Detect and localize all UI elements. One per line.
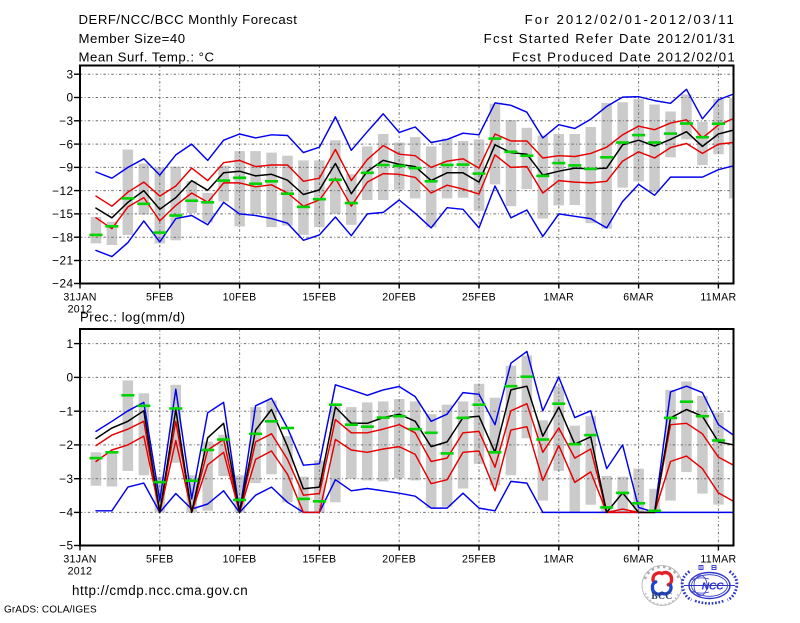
- svg-text:1MAR: 1MAR: [543, 292, 574, 304]
- svg-text:For 2012/02/01-2012/03/11: For 2012/02/01-2012/03/11: [525, 12, 736, 27]
- svg-text:25FEB: 25FEB: [462, 554, 496, 566]
- svg-text:Fcst Started Refer Date 2012/0: Fcst Started Refer Date 2012/01/31: [484, 31, 736, 46]
- svg-text:3: 3: [66, 67, 73, 81]
- svg-text:2012: 2012: [68, 304, 93, 316]
- svg-text:−3: −3: [59, 472, 73, 486]
- svg-text:20FEB: 20FEB: [382, 292, 416, 304]
- svg-text:25FEB: 25FEB: [462, 292, 496, 304]
- svg-text:5FEB: 5FEB: [146, 292, 174, 304]
- svg-text:31JAN: 31JAN: [63, 554, 96, 566]
- svg-text:GrADS: COLA/IGES: GrADS: COLA/IGES: [4, 605, 97, 616]
- svg-text:31JAN: 31JAN: [63, 292, 96, 304]
- svg-text:−18: −18: [52, 230, 73, 244]
- svg-text:Member Size=40: Member Size=40: [79, 31, 186, 46]
- svg-text:Fcst Produced Date 2012/02/01: Fcst Produced Date 2012/02/01: [512, 50, 736, 65]
- svg-text:Prec.: log(mm/d): Prec.: log(mm/d): [80, 310, 185, 325]
- svg-text:−21: −21: [52, 254, 73, 268]
- svg-text:6MAR: 6MAR: [623, 292, 654, 304]
- svg-text:15FEB: 15FEB: [302, 292, 336, 304]
- svg-text:15FEB: 15FEB: [302, 554, 336, 566]
- svg-text:2012: 2012: [68, 566, 93, 578]
- svg-text:−9: −9: [59, 161, 73, 175]
- svg-text:−5: −5: [59, 539, 73, 553]
- svg-text:10FEB: 10FEB: [223, 292, 257, 304]
- svg-text:1MAR: 1MAR: [543, 554, 574, 566]
- svg-text:5FEB: 5FEB: [146, 554, 174, 566]
- svg-text:20FEB: 20FEB: [382, 554, 416, 566]
- svg-text:DERF/NCC/BCC Monthly Forecast: DERF/NCC/BCC Monthly Forecast: [79, 12, 298, 27]
- svg-text:−3: −3: [59, 114, 73, 128]
- svg-text:−15: −15: [52, 207, 73, 221]
- svg-text:−12: −12: [52, 184, 73, 198]
- svg-text:0: 0: [66, 371, 73, 385]
- svg-text:NCC: NCC: [702, 581, 725, 593]
- svg-text:−4: −4: [59, 506, 73, 520]
- svg-text:11MAR: 11MAR: [700, 292, 736, 304]
- svg-text:−6: −6: [59, 137, 73, 151]
- svg-text:6MAR: 6MAR: [623, 554, 654, 566]
- svg-text:−2: −2: [59, 438, 73, 452]
- svg-text:11MAR: 11MAR: [700, 554, 736, 566]
- svg-text:1: 1: [66, 337, 73, 351]
- svg-text:Mean Surf. Temp.: °C: Mean Surf. Temp.: °C: [79, 50, 215, 65]
- svg-text:BCC: BCC: [651, 592, 672, 602]
- svg-text:0: 0: [66, 91, 73, 105]
- svg-text:−24: −24: [52, 277, 73, 291]
- svg-text:10FEB: 10FEB: [223, 554, 257, 566]
- svg-text:−1: −1: [59, 404, 73, 418]
- svg-text:http://cmdp.ncc.cma.gov.cn: http://cmdp.ncc.cma.gov.cn: [72, 583, 248, 598]
